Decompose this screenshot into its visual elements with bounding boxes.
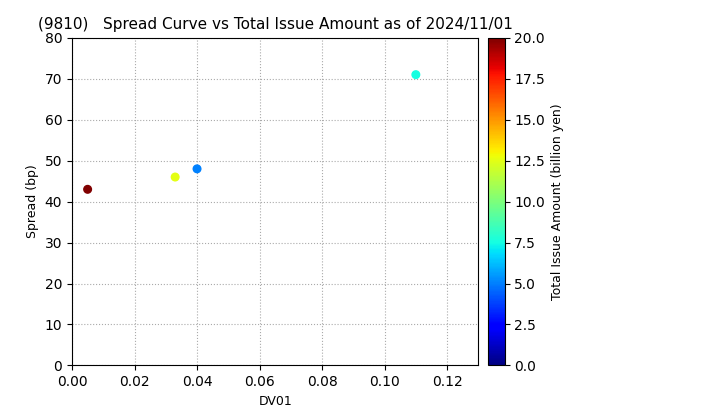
Point xyxy=(169,174,181,181)
Y-axis label: Spread (bp): Spread (bp) xyxy=(26,165,39,239)
Y-axis label: Total Issue Amount (billion yen): Total Issue Amount (billion yen) xyxy=(551,103,564,300)
Title: (9810)   Spread Curve vs Total Issue Amount as of 2024/11/01: (9810) Spread Curve vs Total Issue Amoun… xyxy=(37,18,513,32)
X-axis label: DV01: DV01 xyxy=(258,395,292,408)
Point xyxy=(410,71,422,78)
Point xyxy=(192,165,203,172)
Point xyxy=(82,186,94,193)
